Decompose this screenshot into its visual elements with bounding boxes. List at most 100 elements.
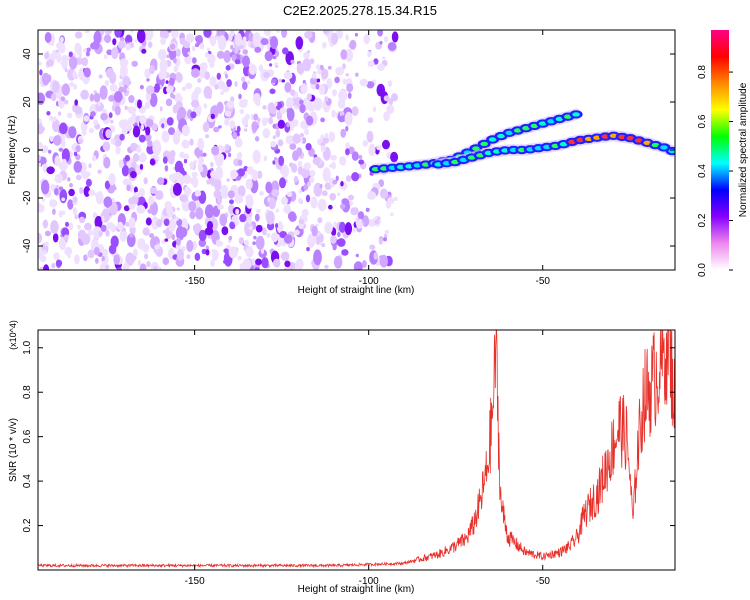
- spectrogram-noise-blob: [328, 204, 333, 210]
- spectrogram-noise-blob: [315, 83, 320, 90]
- spectrogram-noise-blob: [373, 58, 379, 65]
- spectrogram-noise-blob: [265, 181, 273, 194]
- spectrogram-noise-blob: [383, 237, 387, 242]
- spectrogram-noise-blob: [281, 164, 289, 178]
- spectrogram-noise-blob: [87, 249, 95, 259]
- spectrogram-noise-blob: [52, 118, 60, 133]
- spectrogram-noise-blob: [205, 245, 209, 251]
- spectrogram-noise-blob: [164, 200, 172, 210]
- spectrogram-noise-blob: [149, 64, 155, 75]
- spectrogram-noise-blob: [344, 222, 353, 236]
- spectrogram-noise-blob: [172, 182, 182, 196]
- spectrogram-noise-blob: [144, 68, 151, 79]
- spectrogram-noise-blob: [81, 57, 89, 66]
- spectrogram-noise-blob: [127, 106, 137, 115]
- spectrogram-noise-blob: [169, 150, 176, 158]
- spectrogram-noise-blob: [269, 88, 276, 95]
- spectrogram-noise-blob: [151, 123, 158, 131]
- spectrogram-noise-blob: [266, 232, 271, 238]
- spectrogram-noise-blob: [129, 233, 134, 238]
- spectrogram-noise-blob: [190, 111, 197, 119]
- spectrogram-y-tick-label: -40: [22, 238, 33, 253]
- spectrogram-noise-blob: [38, 232, 43, 244]
- trace-core: [480, 141, 489, 147]
- spectrogram-x-tick-label: -50: [536, 276, 551, 287]
- spectrogram-noise-blob: [98, 230, 103, 237]
- spectrogram-noise-blob: [366, 81, 375, 89]
- spectrogram-noise-blob: [181, 86, 187, 92]
- spectrogram-noise-blob: [62, 158, 67, 165]
- spectrogram-noise-blob: [286, 97, 294, 109]
- spectrogram-noise-blob: [179, 194, 188, 203]
- spectrogram-noise-blob: [100, 112, 108, 121]
- spectrogram-noise-blob: [226, 178, 230, 182]
- spectrogram-noise-blob: [315, 223, 319, 227]
- spectrogram-noise-blob: [315, 64, 321, 70]
- spectrogram-noise-blob: [86, 47, 91, 53]
- spectrogram-noise-blob: [118, 86, 125, 93]
- spectrogram-noise-blob: [161, 130, 170, 143]
- spectrogram-noise-blob: [345, 34, 349, 41]
- spectrogram-noise-blob: [254, 267, 260, 270]
- spectrogram-noise-blob: [331, 32, 338, 45]
- spectrogram-noise-blob: [262, 105, 267, 110]
- spectrogram-noise-blob: [227, 190, 235, 199]
- spectrogram-noise-blob: [226, 100, 235, 109]
- spectrogram-noise-blob: [77, 229, 87, 240]
- spectrogram-noise-blob: [124, 105, 128, 111]
- spectrogram-noise-blob: [139, 263, 147, 270]
- spectrogram-noise-blob: [390, 151, 399, 163]
- spectrogram-noise-blob: [42, 219, 49, 229]
- spectrogram-noise-blob: [191, 99, 200, 108]
- spectrogram-noise-blob: [145, 85, 155, 95]
- spectrogram-noise-blob: [185, 33, 195, 43]
- spectrogram-noise-blob: [119, 133, 125, 141]
- spectrogram-noise-blob: [169, 43, 176, 50]
- spectrogram-noise-blob: [106, 49, 113, 56]
- spectrogram-noise-blob: [245, 246, 254, 258]
- spectrogram-noise-blob: [206, 179, 211, 185]
- spectrogram-noise-blob: [38, 92, 46, 105]
- spectrogram-noise-blob: [109, 202, 118, 216]
- spectrogram-noise-blob: [104, 34, 111, 43]
- spectrogram-noise-blob: [126, 233, 136, 248]
- spectrogram-noise-blob: [268, 116, 274, 125]
- spectrogram-noise-blob: [319, 183, 323, 189]
- spectrogram-noise-blob: [153, 265, 158, 270]
- spectrogram-noise-blob: [230, 169, 238, 180]
- spectrogram-noise-blob: [38, 154, 41, 162]
- spectrogram-noise-blob: [171, 234, 176, 241]
- spectrogram-noise-blob: [172, 241, 177, 248]
- spectrogram-noise-blob: [301, 167, 310, 179]
- spectrogram-noise-blob: [150, 201, 158, 216]
- spectrogram-noise-blob: [218, 241, 224, 246]
- spectrogram-noise-blob: [283, 71, 293, 80]
- spectrogram-noise-blob: [152, 139, 162, 156]
- spectrogram-noise-blob: [320, 134, 325, 140]
- spectrogram-noise-blob: [345, 73, 349, 77]
- trace-core: [513, 128, 522, 133]
- spectrogram-noise-blob: [341, 249, 349, 256]
- spectrogram-noise-blob: [140, 124, 145, 131]
- spectrogram-noise-blob: [202, 121, 210, 133]
- spectrogram-noise-blob: [234, 32, 243, 47]
- spectrogram-noise-blob: [236, 152, 243, 160]
- spectrogram-noise-blob: [154, 244, 160, 250]
- spectrogram-noise-blob: [237, 159, 243, 166]
- spectrogram-noise-blob: [44, 241, 49, 247]
- spectrogram-noise-blob: [254, 213, 260, 222]
- spectrogram-noise: [38, 30, 399, 270]
- spectrogram-noise-blob: [160, 37, 167, 45]
- spectrogram-noise-blob: [242, 36, 247, 42]
- trace-core: [626, 136, 635, 141]
- spectrogram-noise-blob: [134, 191, 140, 198]
- spectrogram-noise-blob: [83, 115, 90, 122]
- spectrogram-noise-blob: [121, 125, 128, 136]
- spectrogram-noise-blob: [44, 32, 52, 43]
- spectrogram-noise-blob: [324, 221, 333, 234]
- spectrogram-noise-blob: [272, 160, 276, 165]
- spectrogram-noise-blob: [160, 30, 170, 39]
- spectrogram-noise-blob: [121, 165, 129, 177]
- spectrogram-noise-blob: [211, 145, 220, 156]
- trace-core: [380, 166, 388, 171]
